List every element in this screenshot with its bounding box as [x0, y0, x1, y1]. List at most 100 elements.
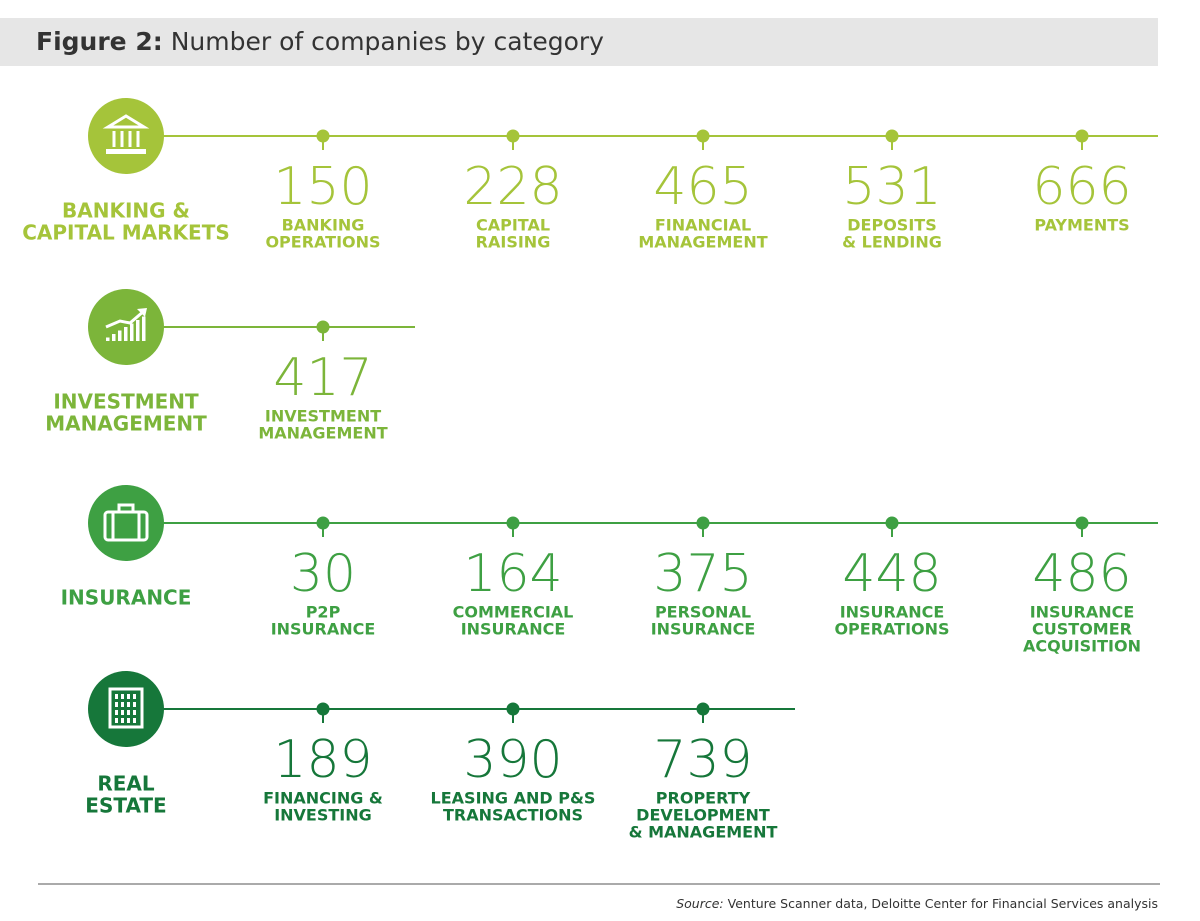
item-value: 189: [273, 730, 372, 790]
item-label: & MANAGEMENT: [629, 823, 778, 842]
item-label: & LENDING: [842, 233, 942, 252]
item-label: LEASING AND P&S: [431, 789, 596, 808]
dot: [1075, 516, 1089, 530]
item-value: 666: [1032, 157, 1131, 217]
icon-shape: [121, 702, 124, 707]
dot: [316, 320, 330, 334]
item-label: ACQUISITION: [1023, 637, 1141, 656]
item-label: CAPITAL: [476, 216, 550, 235]
dot: [1075, 129, 1089, 143]
dot: [885, 129, 899, 143]
icon-shape: [117, 503, 135, 514]
item-label: DEVELOPMENT: [636, 806, 770, 825]
category-icon-circle: [88, 98, 164, 174]
item-value: 390: [463, 730, 562, 790]
title-text: Number of companies by category: [171, 27, 604, 56]
item-label: INSURANCE: [1030, 603, 1135, 622]
item-label: DEPOSITS: [847, 216, 936, 235]
category-name: INSURANCE: [61, 586, 192, 610]
dot: [696, 129, 710, 143]
item-label: INSURANCE: [840, 603, 945, 622]
item-label: CUSTOMER: [1032, 620, 1132, 639]
item-label: INSURANCE: [651, 620, 756, 639]
item-value: 531: [842, 157, 941, 217]
category-row: INVESTMENTMANAGEMENT417INVESTMENTMANAGEM…: [45, 289, 415, 443]
icon-shape: [127, 702, 130, 707]
item-label: OPERATIONS: [265, 233, 380, 252]
item-label: PERSONAL: [655, 603, 751, 622]
item-label: INVESTMENT: [265, 407, 381, 426]
icon-shape: [137, 308, 147, 317]
icon-shape: [133, 702, 136, 707]
item-value: 739: [653, 730, 752, 790]
item-value: 30: [290, 544, 356, 604]
dot: [316, 702, 330, 716]
icon-shape: [106, 337, 110, 341]
icon-shape: [105, 309, 145, 329]
icon-shape: [115, 694, 118, 699]
category-name: CAPITAL MARKETS: [22, 221, 230, 245]
icon-shape: [127, 710, 130, 715]
item-value: 448: [842, 544, 941, 604]
icon-shape: [127, 718, 130, 723]
source-text: Venture Scanner data, Deloitte Center fo…: [728, 896, 1158, 911]
category-row: INSURANCE 30P2PINSURANCE164COMMERCIALINSU…: [61, 485, 1158, 656]
category-name: REAL: [97, 772, 155, 796]
dot: [885, 516, 899, 530]
icon-shape: [133, 718, 136, 723]
item-label: INSURANCE: [271, 620, 376, 639]
category-name: MANAGEMENT: [45, 412, 207, 436]
item-value: 465: [653, 157, 752, 217]
item-label: INSURANCE: [461, 620, 566, 639]
category-row: BANKING &CAPITAL MARKETS 150BANKINGOPERAT…: [22, 98, 1158, 252]
item-label: FINANCING &: [263, 789, 383, 808]
icon-shape: [118, 330, 122, 341]
dot: [696, 702, 710, 716]
category-name: INVESTMENT: [53, 390, 199, 414]
item-label: MANAGEMENT: [638, 233, 767, 252]
item-label: P2P: [306, 603, 341, 622]
category-name: BANKING &: [62, 199, 190, 223]
icon-shape: [121, 694, 124, 699]
icon-shape: [130, 323, 134, 341]
item-label: TRANSACTIONS: [443, 806, 583, 825]
icon-shape: [108, 687, 144, 729]
category-icon-circle: [88, 671, 164, 747]
figure-label: Figure 2:: [36, 27, 163, 56]
item-label: COMMERCIAL: [453, 603, 574, 622]
source: Source: Venture Scanner data, Deloitte Ce…: [676, 896, 1158, 911]
item-label: BANKING: [282, 216, 365, 235]
icon-shape: [121, 710, 124, 715]
item-value: 164: [463, 544, 562, 604]
rows: BANKING &CAPITAL MARKETS150BANKINGOPERAT…: [22, 98, 1158, 842]
icon-shape: [106, 149, 146, 154]
icon-shape: [115, 702, 118, 707]
category-icon-circle: [88, 485, 164, 561]
icon-shape: [115, 718, 118, 723]
item-label: FINANCIAL: [655, 216, 751, 235]
dot: [316, 516, 330, 530]
item-value: 417: [273, 348, 372, 408]
item-label: PAYMENTS: [1034, 216, 1129, 235]
item-value: 375: [653, 544, 752, 604]
icon-shape: [142, 316, 146, 341]
header-title: Figure 2: Number of companies by category: [36, 27, 604, 56]
item-label: PROPERTY: [656, 789, 751, 808]
dot: [506, 129, 520, 143]
dot: [506, 702, 520, 716]
icon-shape: [133, 694, 136, 699]
dot: [696, 516, 710, 530]
icon-shape: [124, 327, 128, 341]
item-value: 486: [1032, 544, 1131, 604]
item-label: MANAGEMENT: [258, 424, 387, 443]
icon-shape: [102, 114, 150, 129]
item-label: INVESTING: [274, 806, 372, 825]
item-label: RAISING: [476, 233, 551, 252]
icon-shape: [136, 320, 140, 341]
icon-shape: [133, 710, 136, 715]
icon-shape: [127, 694, 130, 699]
icon-shape: [121, 718, 124, 723]
